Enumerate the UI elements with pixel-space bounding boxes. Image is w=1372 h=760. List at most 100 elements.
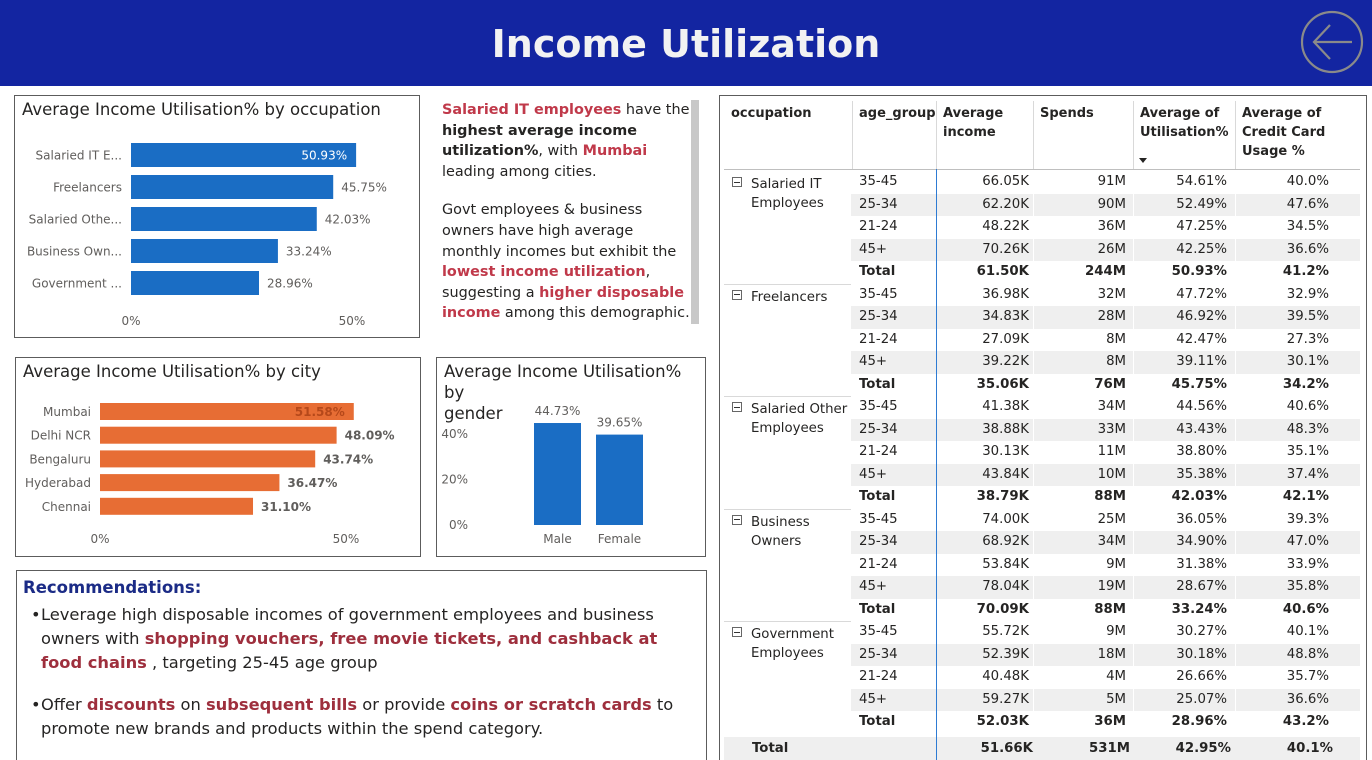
insight-scrollbar[interactable] <box>691 100 699 324</box>
table-row[interactable]: 25-34 68.92K 34M 34.90% 47.0% <box>851 531 1360 554</box>
cell-divider <box>1033 396 1034 419</box>
bar[interactable] <box>100 497 254 515</box>
cell-divider <box>1235 351 1236 374</box>
cell-income: 39.22K <box>982 354 1029 369</box>
bar[interactable] <box>100 450 316 468</box>
table-row[interactable]: 25-34 38.88K 33M 43.43% 48.3% <box>851 418 1360 441</box>
column-separator <box>936 101 937 169</box>
table-row[interactable]: 45+ 59.27K 5M 25.07% 36.6% <box>851 688 1360 711</box>
cell-divider <box>1235 328 1236 351</box>
cell-divider <box>1235 171 1236 194</box>
table-row[interactable]: 21-24 40.48K 4M 26.66% 35.7% <box>851 666 1360 689</box>
collapse-icon[interactable] <box>732 514 742 525</box>
subtotal-row[interactable]: Total 52.03K 36M 28.96% 43.2% <box>851 711 1360 734</box>
table-row[interactable]: 21-24 30.13K 11M 38.80% 35.1% <box>851 441 1360 464</box>
collapse-icon[interactable] <box>732 289 742 300</box>
bar[interactable] <box>131 175 334 199</box>
cell-util: 28.67% <box>1176 579 1227 594</box>
rec-text: or provide <box>357 695 451 714</box>
header-occupation[interactable]: occupation <box>731 106 812 121</box>
grand-total-cc: 40.1% <box>1286 741 1333 756</box>
grand-total-row[interactable]: Total 51.66K 531M 42.95% 40.1% <box>724 737 1360 760</box>
bar[interactable] <box>131 239 278 263</box>
cell-cc: 39.5% <box>1286 309 1329 324</box>
subtotal-row[interactable]: Total 61.50K 244M 50.93% 41.2% <box>851 261 1360 284</box>
cell-cc: 34.5% <box>1286 219 1329 234</box>
insight-highlight: Salaried IT employees <box>442 102 622 118</box>
cell-divider <box>1235 373 1236 396</box>
back-arrow-circle-icon[interactable] <box>1300 10 1364 74</box>
category-label: Bengaluru <box>29 452 91 466</box>
bar[interactable] <box>100 426 337 444</box>
subtotal-row[interactable]: Total 35.06K 76M 45.75% 34.2% <box>851 373 1360 396</box>
cell-divider <box>1235 283 1236 306</box>
table-row[interactable]: 35-45 66.05K 91M 54.61% 40.0% <box>851 171 1360 194</box>
subtotal-row[interactable]: Total 70.09K 88M 33.24% 40.6% <box>851 598 1360 621</box>
cell-divider <box>1133 261 1134 284</box>
table-row[interactable]: 35-45 36.98K 32M 47.72% 32.9% <box>851 283 1360 306</box>
gender-chart-title-line2: gender <box>444 404 503 423</box>
collapse-icon[interactable] <box>732 177 742 187</box>
collapse-icon[interactable] <box>732 402 742 412</box>
subtotal-row[interactable]: Total 38.79K 88M 42.03% 42.1% <box>851 486 1360 509</box>
header-utilisation[interactable]: Average of Utilisation% <box>1140 104 1229 142</box>
cell-cc: 34.2% <box>1282 376 1329 392</box>
cell-spends: 36M <box>1097 219 1126 234</box>
header-age-group[interactable]: age_group <box>859 106 936 121</box>
column-separator <box>1033 101 1034 169</box>
bar[interactable] <box>131 143 357 167</box>
cell-divider <box>1235 531 1236 554</box>
table-row[interactable]: 45+ 70.26K 26M 42.25% 36.6% <box>851 238 1360 261</box>
sort-descending-icon[interactable] <box>1139 158 1147 163</box>
cell-income: 59.27K <box>982 691 1029 707</box>
city-chart-panel: Average Income Utilisation% by city Mumb… <box>15 357 421 557</box>
table-row[interactable]: 21-24 27.09K 8M 42.47% 27.3% <box>851 328 1360 351</box>
cell-age: 21-24 <box>859 219 898 234</box>
rec-text: Leverage high disposable incomes of gove… <box>41 605 654 648</box>
header-credit-card-usage[interactable]: Average of Credit Card Usage % <box>1242 104 1325 161</box>
bar[interactable] <box>596 434 643 525</box>
cell-divider <box>1133 351 1134 374</box>
table-row[interactable]: 25-34 52.39K 18M 30.18% 48.8% <box>851 643 1360 666</box>
table-row[interactable]: 25-34 34.83K 28M 46.92% 39.5% <box>851 306 1360 329</box>
cell-age: 45+ <box>859 241 888 257</box>
occupation-label: Government Employees <box>751 627 834 661</box>
cell-divider <box>1133 666 1134 689</box>
cell-income: 38.79K <box>976 489 1029 504</box>
bar[interactable] <box>534 423 581 525</box>
bar[interactable] <box>100 403 354 420</box>
bar[interactable] <box>131 207 317 231</box>
cell-income: 30.13K <box>982 444 1029 459</box>
table-row[interactable]: 45+ 43.84K 10M 35.38% 37.4% <box>851 463 1360 486</box>
cell-divider <box>1235 666 1236 689</box>
header-spends[interactable]: Spends <box>1040 106 1094 121</box>
cell-util: 54.61% <box>1176 174 1227 189</box>
cell-cc: 27.3% <box>1286 331 1329 347</box>
data-label: 28.96% <box>267 277 313 291</box>
cell-divider <box>1033 216 1034 239</box>
cell-util: 46.92% <box>1176 309 1227 324</box>
table-row[interactable]: 25-34 62.20K 90M 52.49% 47.6% <box>851 193 1360 216</box>
bar[interactable] <box>100 474 280 492</box>
cell-util: 33.24% <box>1171 601 1227 617</box>
cell-spends: 88M <box>1094 489 1126 504</box>
collapse-icon[interactable] <box>732 627 742 637</box>
table-row[interactable]: 45+ 39.22K 8M 39.11% 30.1% <box>851 351 1360 374</box>
bar[interactable] <box>131 271 260 295</box>
cell-income: 27.09K <box>982 331 1029 347</box>
grand-total-util: 42.95% <box>1175 741 1231 756</box>
cell-divider <box>1235 486 1236 509</box>
header-average-income[interactable]: Average income <box>943 104 1003 142</box>
data-label: 39.65% <box>597 416 643 430</box>
table-row[interactable]: 35-45 55.72K 9M 30.27% 40.1% <box>851 621 1360 644</box>
tick-label: 40% <box>441 427 468 441</box>
table-row[interactable]: 35-45 74.00K 25M 36.05% 39.3% <box>851 508 1360 531</box>
table-row[interactable]: 45+ 78.04K 19M 28.67% 35.8% <box>851 576 1360 599</box>
table-row[interactable]: 21-24 48.22K 36M 47.25% 34.5% <box>851 216 1360 239</box>
table-row[interactable]: 21-24 53.84K 9M 31.38% 33.9% <box>851 553 1360 576</box>
city-chart-title: Average Income Utilisation% by city <box>23 362 321 381</box>
cell-cc: 41.2% <box>1282 264 1329 279</box>
cell-util: 38.80% <box>1176 444 1227 459</box>
cell-divider <box>1033 328 1034 351</box>
table-row[interactable]: 35-45 41.38K 34M 44.56% 40.6% <box>851 396 1360 419</box>
